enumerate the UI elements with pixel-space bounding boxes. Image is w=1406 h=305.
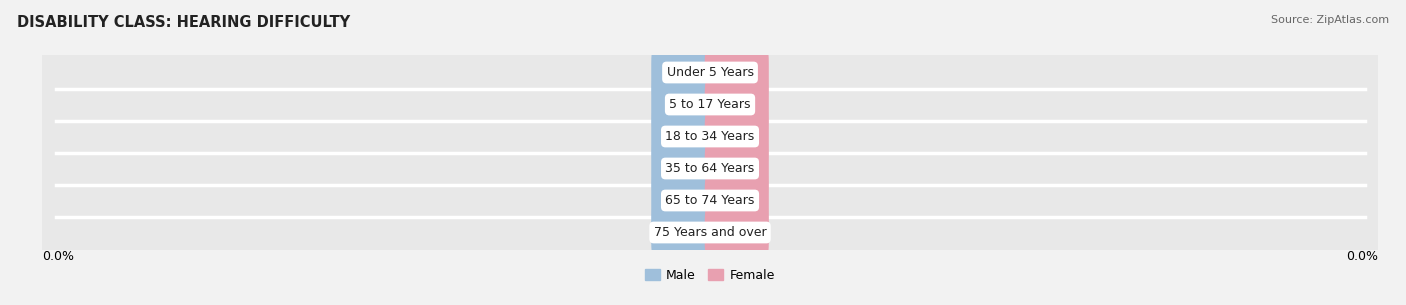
Text: 0.0%: 0.0% xyxy=(721,196,752,206)
Text: 0.0%: 0.0% xyxy=(721,228,752,238)
Text: 5 to 17 Years: 5 to 17 Years xyxy=(669,98,751,111)
Text: 75 Years and over: 75 Years and over xyxy=(654,226,766,239)
Text: 35 to 64 Years: 35 to 64 Years xyxy=(665,162,755,175)
FancyBboxPatch shape xyxy=(704,199,769,267)
FancyBboxPatch shape xyxy=(704,38,769,106)
Text: 0.0%: 0.0% xyxy=(42,250,75,263)
Legend: Male, Female: Male, Female xyxy=(640,264,780,287)
Text: DISABILITY CLASS: HEARING DIFFICULTY: DISABILITY CLASS: HEARING DIFFICULTY xyxy=(17,15,350,30)
Text: 0.0%: 0.0% xyxy=(668,67,699,77)
Text: 0.0%: 0.0% xyxy=(721,131,752,142)
Text: 0.0%: 0.0% xyxy=(668,163,699,174)
FancyBboxPatch shape xyxy=(39,171,1381,294)
FancyBboxPatch shape xyxy=(651,199,716,267)
FancyBboxPatch shape xyxy=(704,167,769,235)
FancyBboxPatch shape xyxy=(651,38,716,106)
Text: 0.0%: 0.0% xyxy=(1346,250,1378,263)
Text: 0.0%: 0.0% xyxy=(721,67,752,77)
FancyBboxPatch shape xyxy=(651,102,716,170)
Text: 0.0%: 0.0% xyxy=(668,131,699,142)
FancyBboxPatch shape xyxy=(39,107,1381,230)
FancyBboxPatch shape xyxy=(651,167,716,235)
FancyBboxPatch shape xyxy=(39,75,1381,198)
FancyBboxPatch shape xyxy=(704,70,769,138)
Text: 65 to 74 Years: 65 to 74 Years xyxy=(665,194,755,207)
FancyBboxPatch shape xyxy=(651,70,716,138)
Text: 18 to 34 Years: 18 to 34 Years xyxy=(665,130,755,143)
Text: 0.0%: 0.0% xyxy=(668,196,699,206)
FancyBboxPatch shape xyxy=(704,102,769,170)
FancyBboxPatch shape xyxy=(39,43,1381,166)
Text: Under 5 Years: Under 5 Years xyxy=(666,66,754,79)
Text: 0.0%: 0.0% xyxy=(721,99,752,109)
Text: 0.0%: 0.0% xyxy=(668,99,699,109)
FancyBboxPatch shape xyxy=(39,11,1381,134)
Text: 0.0%: 0.0% xyxy=(721,163,752,174)
Text: 0.0%: 0.0% xyxy=(668,228,699,238)
FancyBboxPatch shape xyxy=(704,135,769,203)
FancyBboxPatch shape xyxy=(39,139,1381,262)
FancyBboxPatch shape xyxy=(651,135,716,203)
Text: Source: ZipAtlas.com: Source: ZipAtlas.com xyxy=(1271,15,1389,25)
